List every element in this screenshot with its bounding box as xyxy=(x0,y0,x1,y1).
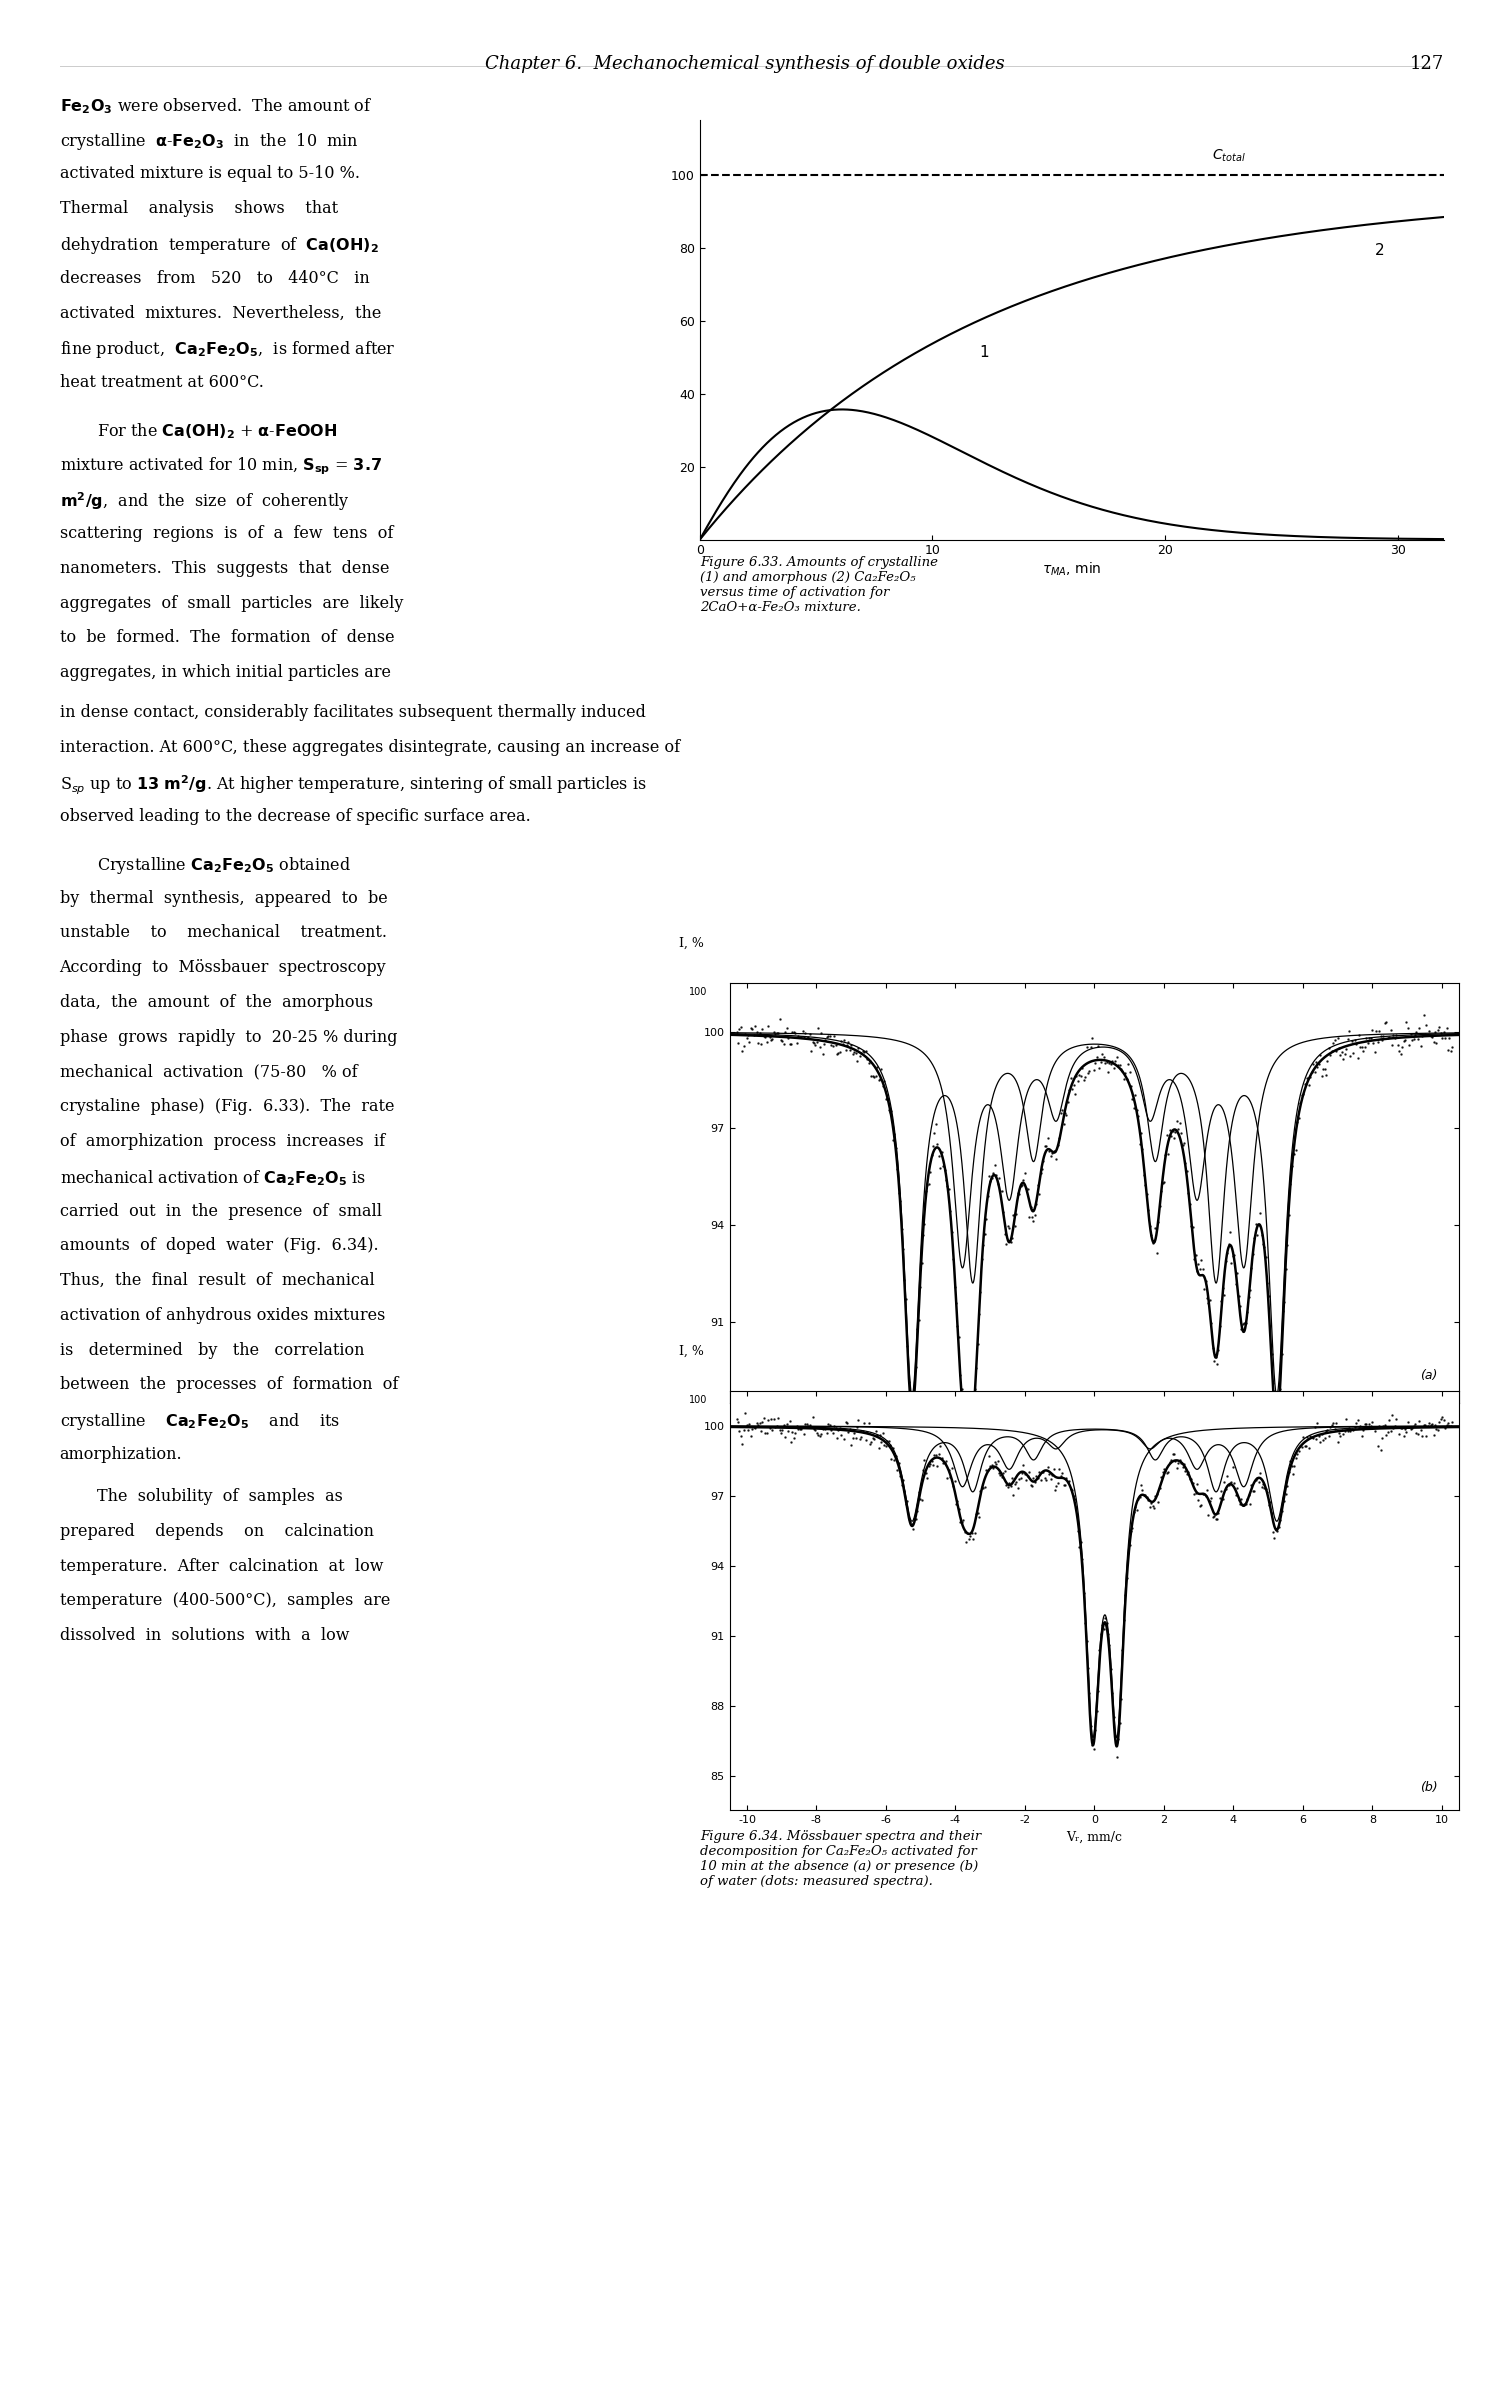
Text: S$_{sp}$ up to $\mathbf{13}$ $\mathbf{m^2/g}$. At higher temperature, sintering : S$_{sp}$ up to $\mathbf{13}$ $\mathbf{m^… xyxy=(60,775,646,796)
Text: Thermal    analysis    shows    that: Thermal analysis shows that xyxy=(60,201,338,218)
Text: activated  mixtures.  Nevertheless,  the: activated mixtures. Nevertheless, the xyxy=(60,305,381,321)
Text: prepared    depends    on    calcination: prepared depends on calcination xyxy=(60,1523,374,1540)
Text: temperature.  After  calcination  at  low: temperature. After calcination at low xyxy=(60,1559,383,1575)
Text: $C_{total}$: $C_{total}$ xyxy=(1212,149,1245,165)
Text: $\mathbf{Fe_2O_3}$ were observed.  The amount of: $\mathbf{Fe_2O_3}$ were observed. The am… xyxy=(60,96,372,115)
Text: of  amorphization  process  increases  if: of amorphization process increases if xyxy=(60,1134,384,1151)
Text: I, %: I, % xyxy=(679,1345,703,1357)
Text: I, %: I, % xyxy=(679,938,703,950)
Text: $\mathbf{m^2/g}$,  and  the  size  of  coherently: $\mathbf{m^2/g}$, and the size of cohere… xyxy=(60,492,350,513)
Text: mixture activated for 10 min, $\mathbf{S_{sp}}$ = $\mathbf{3.7}$: mixture activated for 10 min, $\mathbf{S… xyxy=(60,456,381,477)
Text: Thus,  the  final  result  of  mechanical: Thus, the final result of mechanical xyxy=(60,1273,374,1290)
Text: crystalline    $\mathbf{Ca_2Fe_2O_5}$    and    its: crystalline $\mathbf{Ca_2Fe_2O_5}$ and i… xyxy=(60,1412,339,1432)
Text: 127: 127 xyxy=(1410,55,1444,74)
Text: Crystalline $\mathbf{Ca_2Fe_2O_5}$ obtained: Crystalline $\mathbf{Ca_2Fe_2O_5}$ obtai… xyxy=(97,856,351,875)
Text: decreases   from   520   to   440°C   in: decreases from 520 to 440°C in xyxy=(60,271,369,288)
Text: dissolved  in  solutions  with  a  low: dissolved in solutions with a low xyxy=(60,1628,348,1645)
Text: nanometers.  This  suggests  that  dense: nanometers. This suggests that dense xyxy=(60,561,389,578)
Text: fine product,  $\mathbf{Ca_2Fe_2O_5}$,  is formed after: fine product, $\mathbf{Ca_2Fe_2O_5}$, is… xyxy=(60,341,395,360)
Text: data,  the  amount  of  the  amorphous: data, the amount of the amorphous xyxy=(60,995,372,1012)
Text: is   determined   by   the   correlation: is determined by the correlation xyxy=(60,1343,363,1360)
Text: mechanical activation of $\mathbf{Ca_2Fe_2O_5}$ is: mechanical activation of $\mathbf{Ca_2Fe… xyxy=(60,1168,366,1187)
Text: by  thermal  synthesis,  appeared  to  be: by thermal synthesis, appeared to be xyxy=(60,890,387,906)
Text: (a): (a) xyxy=(1421,1369,1437,1381)
Text: For the $\mathbf{Ca(OH)_2}$ + $\mathbf{\alpha}$-$\mathbf{FeOOH}$: For the $\mathbf{Ca(OH)_2}$ + $\mathbf{\… xyxy=(97,422,337,441)
Text: scattering  regions  is  of  a  few  tens  of: scattering regions is of a few tens of xyxy=(60,525,393,542)
Text: According  to  Mössbauer  spectroscopy: According to Mössbauer spectroscopy xyxy=(60,959,386,976)
Text: 100: 100 xyxy=(689,1396,707,1405)
Text: heat treatment at 600°C.: heat treatment at 600°C. xyxy=(60,374,264,391)
Text: phase  grows  rapidly  to  20-25 % during: phase grows rapidly to 20-25 % during xyxy=(60,1029,398,1046)
Text: observed leading to the decrease of specific surface area.: observed leading to the decrease of spec… xyxy=(60,808,530,825)
Text: aggregates, in which initial particles are: aggregates, in which initial particles a… xyxy=(60,664,390,681)
Text: in dense contact, considerably facilitates subsequent thermally induced: in dense contact, considerably facilitat… xyxy=(60,705,645,722)
Text: temperature  (400-500°C),  samples  are: temperature (400-500°C), samples are xyxy=(60,1592,390,1609)
Text: dehydration  temperature  of  $\mathbf{Ca(OH)_2}$: dehydration temperature of $\mathbf{Ca(O… xyxy=(60,235,378,257)
Text: The  solubility  of  samples  as: The solubility of samples as xyxy=(97,1489,342,1506)
Text: crystaline  phase)  (Fig.  6.33).  The  rate: crystaline phase) (Fig. 6.33). The rate xyxy=(60,1098,395,1115)
Text: crystalline  $\mathbf{\alpha}$-$\mathbf{Fe_2O_3}$  in  the  10  min: crystalline $\mathbf{\alpha}$-$\mathbf{F… xyxy=(60,129,359,151)
Text: amounts  of  doped  water  (Fig.  6.34).: amounts of doped water (Fig. 6.34). xyxy=(60,1237,378,1254)
Text: carried  out  in  the  presence  of  small: carried out in the presence of small xyxy=(60,1204,381,1221)
X-axis label: Vᵣ, mm/c: Vᵣ, mm/c xyxy=(1066,1832,1123,1844)
Text: interaction. At 600°C, these aggregates disintegrate, causing an increase of: interaction. At 600°C, these aggregates … xyxy=(60,739,679,755)
Text: Chapter 6.  Mechanochemical synthesis of double oxides: Chapter 6. Mechanochemical synthesis of … xyxy=(484,55,1005,74)
Text: (b): (b) xyxy=(1419,1782,1437,1794)
Text: mechanical  activation  (75-80   % of: mechanical activation (75-80 % of xyxy=(60,1065,357,1081)
Text: 1: 1 xyxy=(980,345,989,360)
Text: to  be  formed.  The  formation  of  dense: to be formed. The formation of dense xyxy=(60,631,395,647)
X-axis label: $\tau_{MA}$, min: $\tau_{MA}$, min xyxy=(1042,561,1102,578)
Text: aggregates  of  small  particles  are  likely: aggregates of small particles are likely xyxy=(60,595,404,611)
Text: Figure 6.34. Mössbauer spectra and their
decomposition for Ca₂Fe₂O₅ activated fo: Figure 6.34. Mössbauer spectra and their… xyxy=(700,1830,981,1887)
Text: amorphization.: amorphization. xyxy=(60,1446,182,1463)
Text: unstable    to    mechanical    treatment.: unstable to mechanical treatment. xyxy=(60,926,387,942)
Text: Figure 6.33. Amounts of crystalline
(1) and amorphous (2) Ca₂Fe₂O₅
versus time o: Figure 6.33. Amounts of crystalline (1) … xyxy=(700,556,938,614)
Text: activation of anhydrous oxides mixtures: activation of anhydrous oxides mixtures xyxy=(60,1307,386,1324)
Text: 2: 2 xyxy=(1374,242,1385,259)
Text: activated mixture is equal to 5-10 %.: activated mixture is equal to 5-10 %. xyxy=(60,165,359,182)
Text: between  the  processes  of  formation  of: between the processes of formation of xyxy=(60,1376,398,1393)
Text: 100: 100 xyxy=(689,988,707,998)
